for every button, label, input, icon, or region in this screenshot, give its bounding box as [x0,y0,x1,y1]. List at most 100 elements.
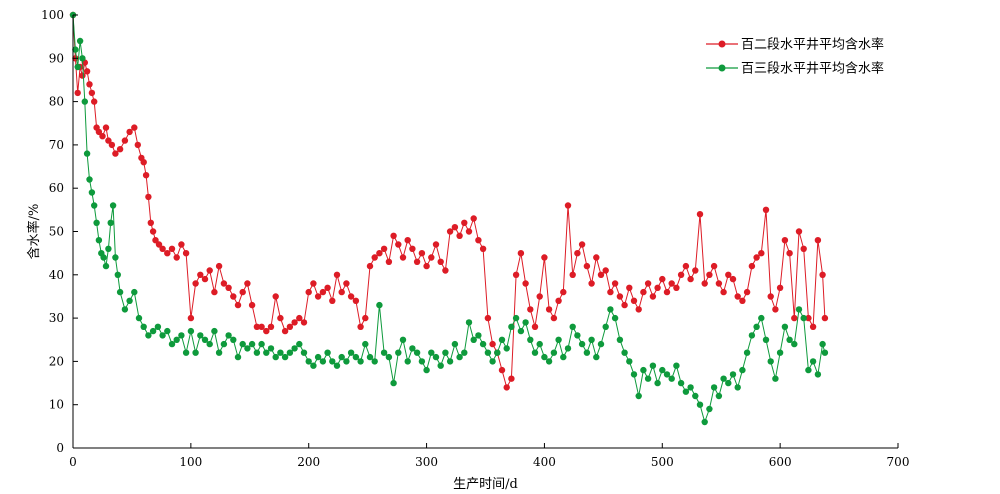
data-point [258,340,265,348]
data-point [134,141,141,149]
x-tick-label: 400 [533,455,556,469]
data-point [545,306,553,313]
data-point [329,358,336,365]
data-point [821,349,829,356]
data-point [446,358,454,365]
data-point [715,280,723,287]
data-point [197,332,204,339]
data-point [225,284,232,291]
data-point [786,250,793,257]
data-point [550,349,558,356]
data-point [489,340,496,348]
data-point [503,384,510,391]
data-point [597,271,605,278]
data-point [442,349,449,356]
data-point [578,241,586,248]
data-point [687,275,694,283]
data-point [116,288,124,296]
data-point [569,323,576,330]
data-point [762,336,770,343]
data-point [626,284,633,291]
data-point [574,250,581,257]
data-point [692,392,699,400]
data-point [461,219,468,226]
data-point [682,262,690,270]
data-point [800,314,807,322]
data-point [253,349,261,356]
data-point [305,358,312,365]
data-point [272,353,279,361]
data-point [385,353,393,361]
data-point [338,353,345,361]
data-point [772,306,779,313]
data-point [366,262,374,270]
data-point [663,371,671,378]
data-point [72,46,79,53]
data-point [88,89,96,97]
data-point [88,189,96,196]
x-tick-label: 700 [887,455,910,469]
data-point [102,124,110,131]
data-point [767,293,774,300]
data-point [159,332,166,339]
data-point [564,345,572,352]
data-point [362,340,369,348]
data-point [215,349,223,356]
x-tick-label: 200 [297,455,320,469]
data-point [663,288,671,296]
data-point [140,159,147,166]
data-point [729,275,737,283]
data-point [593,254,600,261]
data-point [314,353,322,361]
data-point [451,340,459,348]
data-point [659,275,666,283]
data-point [536,293,543,300]
data-point [621,301,628,309]
data-point [607,306,614,313]
data-point [696,211,704,218]
data-point [319,288,327,296]
data-point [409,245,416,252]
data-point [74,89,81,97]
data-point [767,358,774,365]
data-point [555,297,562,304]
data-point [277,349,284,356]
data-point [155,241,163,248]
data-point [649,362,657,369]
data-point [380,245,388,252]
data-point [230,336,237,343]
data-point [86,81,93,88]
data-point [446,228,454,235]
data-point [300,319,308,326]
data-point [527,336,534,343]
data-point [555,336,562,343]
data-point [522,319,529,326]
data-point [248,301,256,309]
data-point [376,250,383,257]
data-point [706,271,713,278]
x-tick-label: 300 [415,455,438,469]
data-point [385,258,393,265]
data-point [149,228,157,235]
data-point [244,280,251,287]
data-point [277,314,284,322]
data-point [465,319,473,326]
data-point [432,353,440,361]
data-point [739,297,746,304]
data-point [560,288,567,296]
data-point [404,237,411,244]
data-point [347,349,355,356]
data-point [748,332,756,339]
data-point [178,332,185,339]
data-point [362,314,369,322]
data-point [145,332,152,339]
x-tick-label: 0 [69,455,77,469]
data-point [418,250,426,257]
data-point [182,250,190,257]
data-point [192,349,199,356]
data-point [206,267,213,274]
data-point [409,345,416,352]
data-point [805,314,812,322]
data-point [267,345,275,352]
